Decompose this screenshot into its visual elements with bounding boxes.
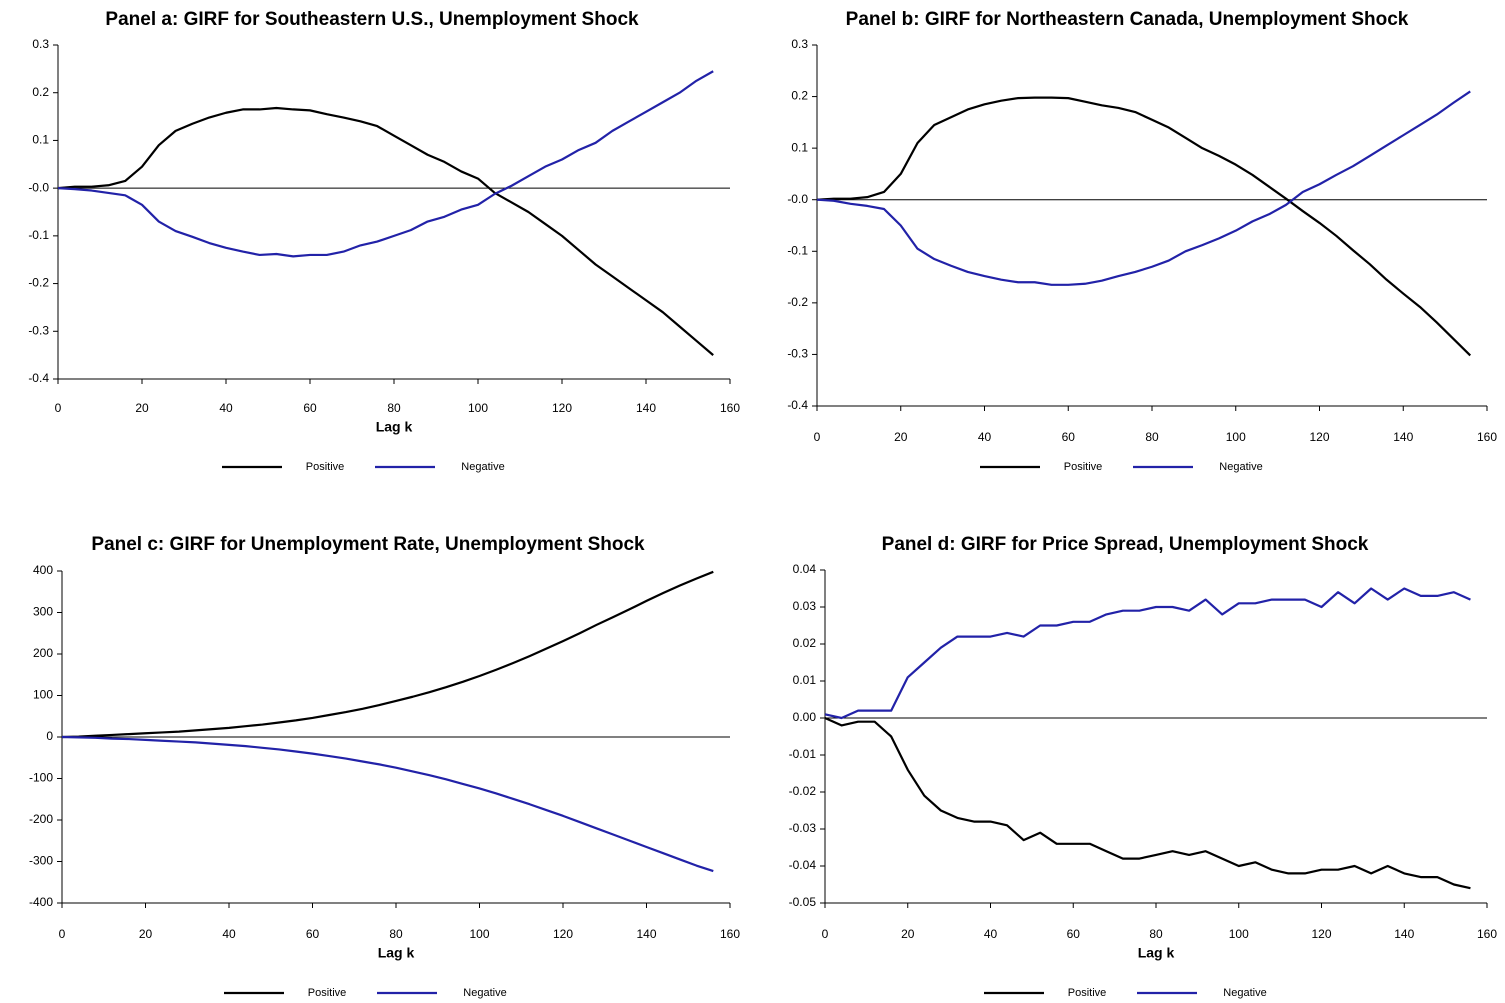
x-tick-label: 140 bbox=[636, 927, 656, 941]
x-axis-label: Lag k bbox=[378, 945, 415, 961]
chart-title: Panel d: GIRF for Price Spread, Unemploy… bbox=[882, 534, 1369, 555]
series-line bbox=[824, 587, 1471, 720]
x-axis-label: Lag k bbox=[1138, 945, 1175, 961]
chart-title: Panel c: GIRF for Unemployment Rate, Une… bbox=[91, 534, 645, 555]
x-tick-label: 120 bbox=[552, 401, 572, 415]
x-tick-label: 40 bbox=[222, 927, 236, 941]
y-tick-label: -0.01 bbox=[789, 747, 817, 761]
x-tick-label: 140 bbox=[636, 401, 656, 415]
legend-label: Negative bbox=[1219, 461, 1262, 473]
x-tick-label: 40 bbox=[978, 430, 992, 444]
series-line bbox=[816, 90, 1471, 286]
y-tick-label: -100 bbox=[29, 771, 53, 785]
series-line bbox=[816, 96, 1472, 357]
x-tick-label: 140 bbox=[1394, 927, 1414, 941]
x-tick-label: 160 bbox=[1477, 430, 1497, 444]
y-tick-label: 0 bbox=[46, 729, 53, 743]
x-tick-label: 120 bbox=[1309, 430, 1329, 444]
legend-label: Negative bbox=[461, 461, 504, 473]
y-tick-label: -0.1 bbox=[787, 243, 808, 257]
x-tick-label: 120 bbox=[1311, 927, 1331, 941]
legend-label: Negative bbox=[1223, 987, 1266, 999]
y-tick-label: -0.03 bbox=[789, 821, 817, 835]
y-tick-label: 100 bbox=[33, 688, 53, 702]
series-line bbox=[61, 570, 714, 739]
y-tick-label: 400 bbox=[33, 563, 53, 577]
x-tick-label: 60 bbox=[1067, 927, 1081, 941]
x-tick-label: 160 bbox=[720, 927, 740, 941]
x-tick-label: 160 bbox=[720, 401, 740, 415]
y-tick-label: 0.2 bbox=[32, 85, 49, 99]
y-tick-label: -0.2 bbox=[787, 295, 808, 309]
x-tick-label: 120 bbox=[553, 927, 573, 941]
chart-title: Panel b: GIRF for Northeastern Canada, U… bbox=[846, 9, 1409, 30]
y-tick-label: -0.0 bbox=[787, 192, 808, 206]
y-tick-label: 0.00 bbox=[793, 710, 817, 724]
y-tick-label: -0.4 bbox=[787, 398, 808, 412]
x-tick-label: 80 bbox=[1149, 927, 1163, 941]
x-axis-label: Lag k bbox=[376, 419, 413, 435]
x-tick-label: 0 bbox=[814, 430, 821, 444]
x-tick-label: 60 bbox=[306, 927, 320, 941]
y-tick-label: 0.02 bbox=[793, 636, 817, 650]
x-tick-label: 40 bbox=[219, 401, 233, 415]
y-tick-label: -0.05 bbox=[789, 895, 817, 909]
series-line bbox=[57, 70, 714, 258]
y-tick-label: 0.3 bbox=[32, 37, 49, 51]
x-tick-label: 20 bbox=[139, 927, 153, 941]
legend-label: Positive bbox=[1068, 987, 1107, 999]
y-tick-label: 0.01 bbox=[793, 673, 817, 687]
y-tick-label: 0.2 bbox=[791, 89, 808, 103]
x-tick-label: 100 bbox=[1229, 927, 1249, 941]
y-tick-label: 0.03 bbox=[793, 599, 817, 613]
x-tick-label: 100 bbox=[468, 401, 488, 415]
y-tick-label: -0.3 bbox=[28, 323, 49, 337]
y-tick-label: -0.3 bbox=[787, 347, 808, 361]
x-tick-label: 0 bbox=[55, 401, 62, 415]
y-tick-label: -0.2 bbox=[28, 276, 49, 290]
y-tick-label: -300 bbox=[29, 854, 53, 868]
x-tick-label: 20 bbox=[901, 927, 915, 941]
y-tick-label: -200 bbox=[29, 812, 53, 826]
x-tick-label: 80 bbox=[387, 401, 401, 415]
y-tick-label: -0.1 bbox=[28, 228, 49, 242]
series-line bbox=[824, 716, 1471, 890]
y-tick-label: -400 bbox=[29, 895, 53, 909]
series-line bbox=[61, 735, 714, 873]
x-tick-label: 140 bbox=[1393, 430, 1413, 444]
y-tick-label: -0.04 bbox=[789, 858, 817, 872]
x-tick-label: 100 bbox=[1226, 430, 1246, 444]
y-tick-label: 300 bbox=[33, 605, 53, 619]
y-tick-label: -0.0 bbox=[28, 180, 49, 194]
legend-label: Positive bbox=[1064, 461, 1103, 473]
chart-title: Panel a: GIRF for Southeastern U.S., Une… bbox=[105, 9, 639, 30]
x-tick-label: 40 bbox=[984, 927, 998, 941]
y-tick-label: 0.1 bbox=[32, 133, 49, 147]
y-tick-label: 0.04 bbox=[793, 562, 817, 576]
legend-label: Positive bbox=[306, 461, 345, 473]
x-tick-label: 60 bbox=[303, 401, 317, 415]
y-tick-label: 0.3 bbox=[791, 37, 808, 51]
series-line bbox=[57, 106, 714, 356]
y-tick-label: -0.02 bbox=[789, 784, 817, 798]
x-tick-label: 20 bbox=[894, 430, 908, 444]
legend-label: Positive bbox=[308, 987, 347, 999]
x-tick-label: 80 bbox=[389, 927, 403, 941]
x-tick-label: 80 bbox=[1145, 430, 1159, 444]
x-tick-label: 160 bbox=[1477, 927, 1497, 941]
x-tick-label: 60 bbox=[1062, 430, 1076, 444]
x-tick-label: 100 bbox=[469, 927, 489, 941]
legend-label: Negative bbox=[463, 987, 506, 999]
y-tick-label: 200 bbox=[33, 646, 53, 660]
x-tick-label: 0 bbox=[822, 927, 829, 941]
x-tick-label: 0 bbox=[59, 927, 66, 941]
y-tick-label: 0.1 bbox=[791, 140, 808, 154]
x-tick-label: 20 bbox=[135, 401, 149, 415]
y-tick-label: -0.4 bbox=[28, 371, 49, 385]
